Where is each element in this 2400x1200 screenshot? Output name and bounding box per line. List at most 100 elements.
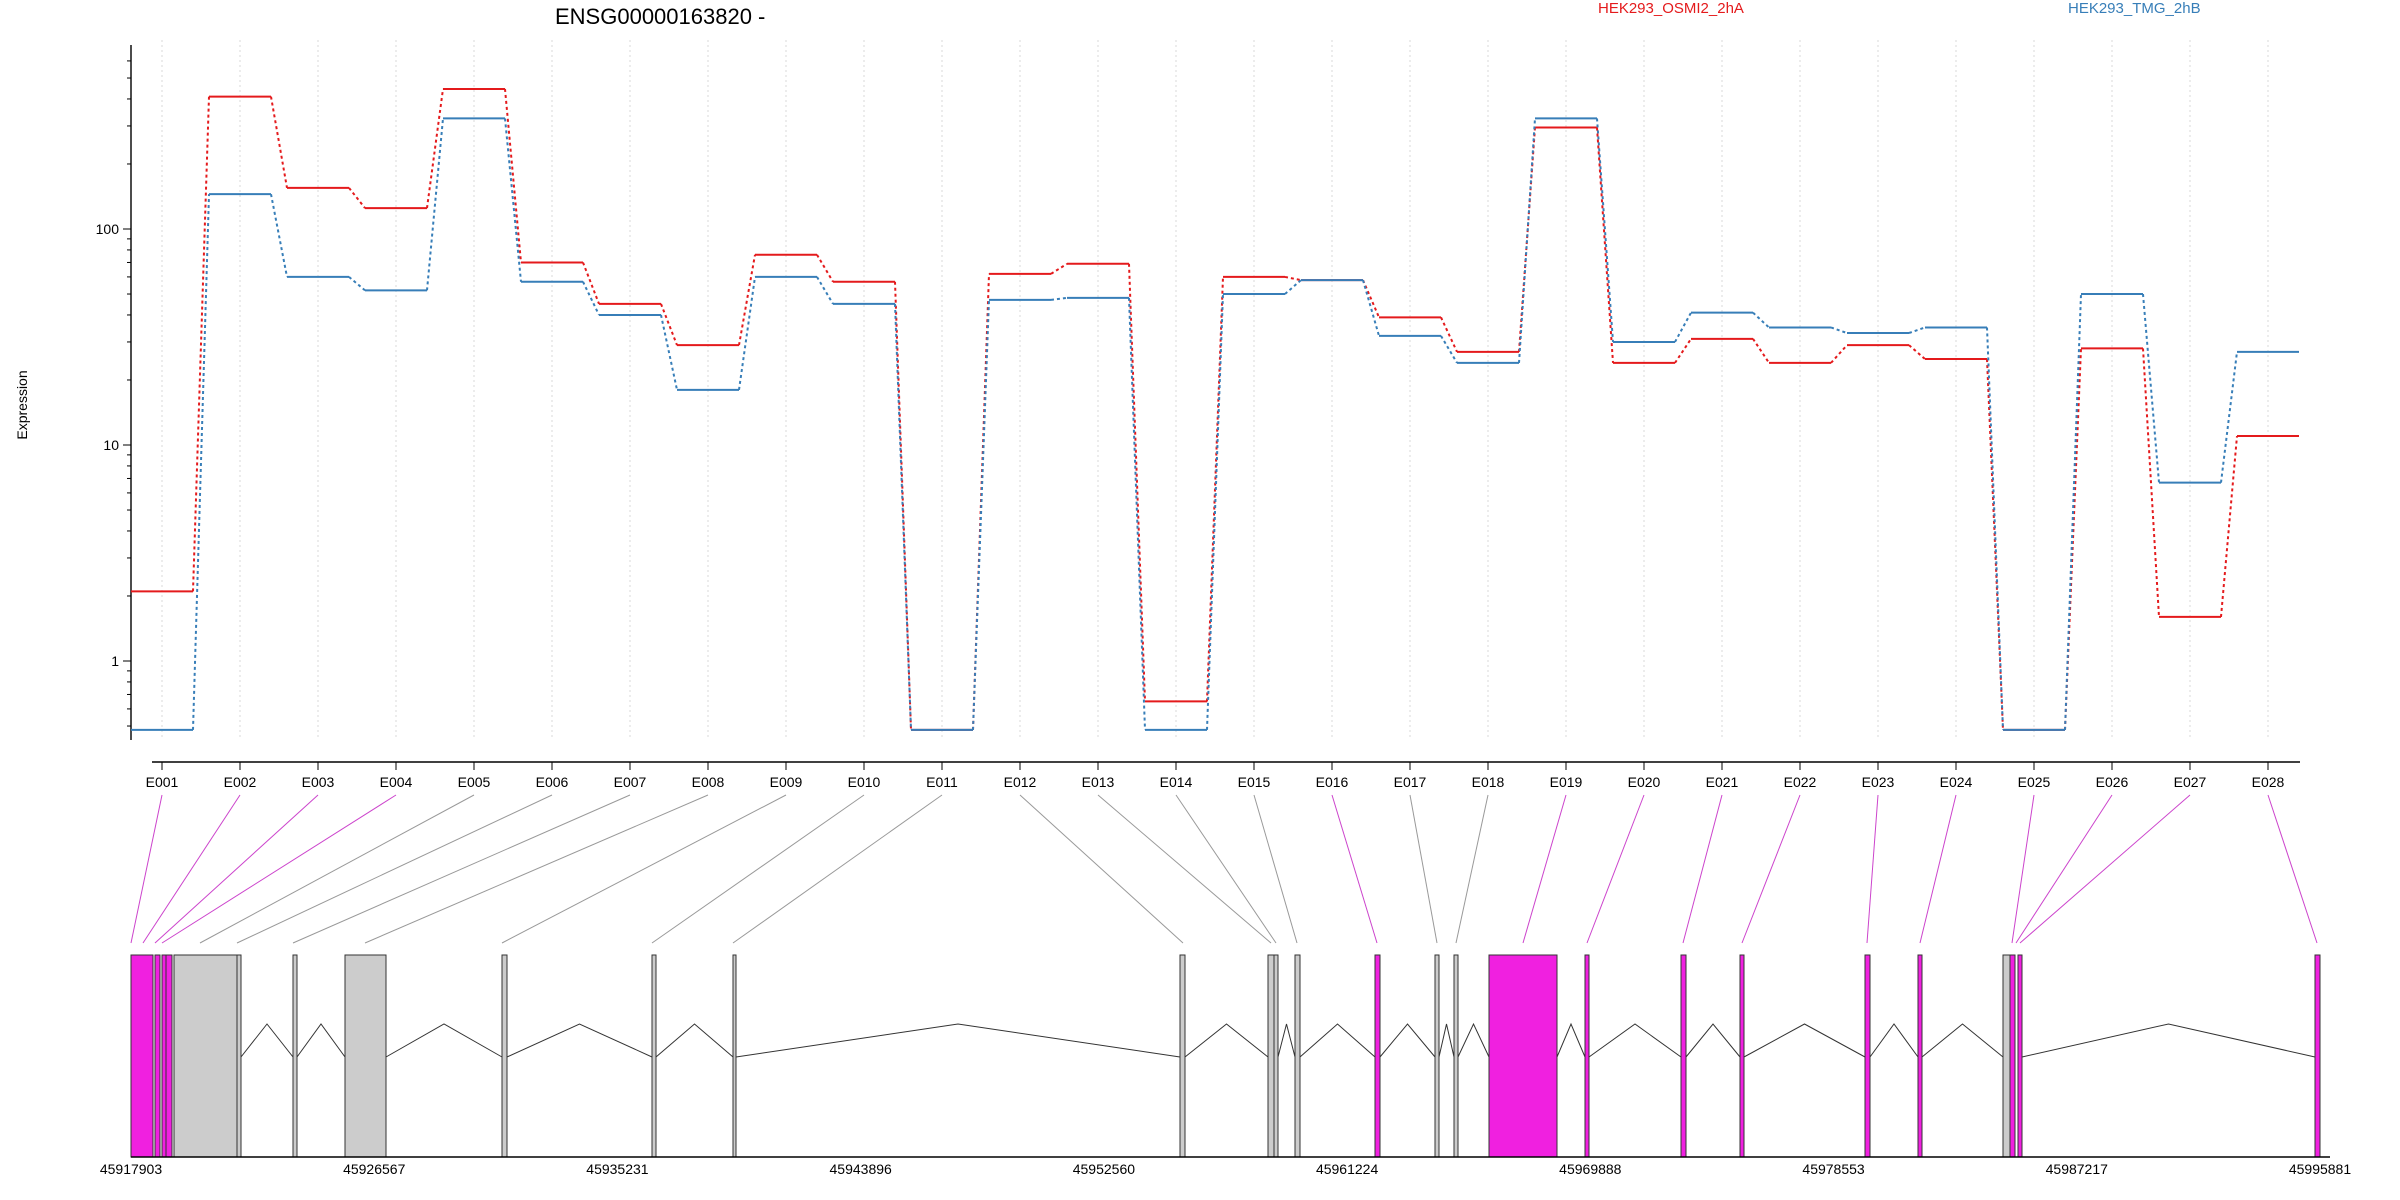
series-connector [192, 96, 210, 592]
exon-box [2314, 954, 2321, 1158]
x-tick-label: E012 [1004, 774, 1037, 790]
exon-connector-line [1866, 794, 1879, 944]
series-connector [504, 88, 522, 263]
exon-connector-line [1919, 794, 1957, 944]
series-lines [131, 87, 2299, 731]
series-2 [131, 117, 2299, 731]
exon-box [1453, 954, 1459, 1158]
y-tick-label: 10 [103, 437, 119, 453]
x-tick-label: E022 [1784, 774, 1817, 790]
series-connector [2064, 293, 2082, 730]
genome-coordinate-label: 45987217 [2046, 1161, 2109, 1177]
exon-connector-line [199, 794, 475, 944]
x-tick-label: E005 [458, 774, 491, 790]
intron-line [2021, 1023, 2316, 1058]
legend-series-1: HEK293_OSMI2_2hA [1598, 0, 1744, 17]
intron-line [1685, 1023, 1741, 1058]
y-tick-label: 100 [96, 221, 120, 237]
series-connector [738, 276, 756, 391]
series-connector [270, 193, 288, 278]
exon-connector-line [1175, 794, 1277, 944]
x-tick-label: E010 [848, 774, 881, 790]
exon-connector-line [154, 794, 319, 944]
exon-box [2009, 954, 2016, 1158]
intron-line [1588, 1023, 1682, 1058]
exon-connector-line [1586, 794, 1645, 944]
exon-connector-line [1019, 794, 1184, 944]
x-tick-label: E013 [1082, 774, 1115, 790]
exon-connector-line [501, 794, 787, 944]
y-tick-label: 1 [111, 653, 119, 669]
series-connector [894, 303, 912, 730]
x-tick-label: E021 [1706, 774, 1739, 790]
exon-box [344, 954, 387, 1158]
x-tick-label: E023 [1862, 774, 1895, 790]
series-connector [348, 276, 366, 292]
exon-box [501, 954, 508, 1158]
series-connector [1128, 263, 1146, 702]
exon-connector-line [2015, 794, 2113, 944]
y-axis-label: Expression [14, 370, 30, 439]
series-connector [1752, 311, 1770, 329]
exon-box [1434, 954, 1440, 1158]
series-connector [1986, 327, 2004, 730]
exon-box [1739, 954, 1745, 1158]
exon-box [292, 954, 298, 1158]
series-connector [348, 187, 366, 209]
series-connector [270, 96, 288, 189]
series-connector [582, 281, 600, 316]
x-tick-label: E011 [926, 774, 958, 790]
x-tick-label: E002 [224, 774, 257, 790]
series-connector [2142, 293, 2160, 483]
genome-coordinate-label: 45952560 [1073, 1161, 1136, 1177]
exon-connector-line [1741, 794, 1801, 944]
axes: 1 10 100 E001 E002 E003 E004 E005 E006 E007 E008 E0… [96, 45, 2300, 790]
series-connector [1830, 326, 1848, 334]
x-tick-label: E006 [536, 774, 569, 790]
exon-connector-line [732, 794, 943, 944]
series-connector [660, 303, 678, 346]
exon-box [1680, 954, 1687, 1158]
series-connector [1440, 335, 1458, 364]
intron-line [1379, 1023, 1436, 1058]
exon-box [236, 954, 242, 1158]
exon-box [165, 954, 173, 1158]
x-tick-label: E008 [692, 774, 725, 790]
exon-connector-line [1522, 794, 1567, 944]
genome-coordinate-label: 45917903 [100, 1161, 163, 1177]
genome-coordinate-label: 45935231 [586, 1161, 649, 1177]
chart-title: ENSG00000163820 - [555, 4, 765, 29]
series-connector [1596, 118, 1614, 343]
x-tick-label: E027 [2174, 774, 2207, 790]
exon-box [130, 954, 154, 1158]
exon-connector-line [651, 794, 865, 944]
exon-connector-line [142, 794, 241, 944]
x-tick-label: E003 [302, 774, 335, 790]
series-connector [1986, 359, 2004, 730]
series-connector [1440, 316, 1458, 353]
exon-box [1179, 954, 1186, 1158]
exon-connectors [130, 794, 2318, 944]
exon-connector-line [364, 794, 709, 944]
intron-line [1457, 1022, 1490, 1058]
exon-box [1294, 954, 1301, 1158]
exon-box [2017, 954, 2023, 1158]
series-connector [582, 262, 600, 305]
intron-line [735, 1023, 1181, 1058]
grid-lines [161, 40, 2269, 740]
intron-line [1299, 1023, 1376, 1058]
genome-coordinate-label: 45943896 [830, 1161, 893, 1177]
exon-connector-line [130, 794, 163, 944]
exon-connector-line [236, 794, 553, 944]
exon-connector-line [1682, 794, 1723, 944]
genome-coordinate-label: 45969888 [1559, 1161, 1622, 1177]
genome-coordinate-label: 45978553 [1802, 1161, 1865, 1177]
x-tick-label: E004 [380, 774, 413, 790]
series-1 [131, 87, 2299, 731]
exon-box [732, 954, 737, 1158]
gene-model: 45917903 45926567 45935231 45943896 45952560… [100, 954, 2351, 1177]
x-tick-label: E025 [2018, 774, 2051, 790]
series-connector [426, 88, 444, 209]
exon-box [1267, 954, 1275, 1158]
